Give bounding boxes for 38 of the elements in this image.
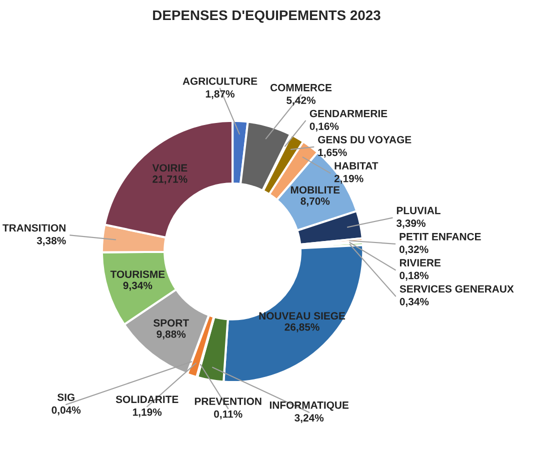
slice-label: INFORMATIQUE xyxy=(270,401,349,411)
slice-label: RIVIERE xyxy=(400,259,441,266)
slice-label: HABITAT xyxy=(334,162,378,170)
data-label: 0,32% xyxy=(399,246,428,255)
slice-label: MOBILITE xyxy=(290,186,340,194)
slice-label: PREVENTION xyxy=(194,398,262,406)
data-label: 1,87% xyxy=(206,90,235,100)
chart-title: DEPENSES D'EQUIPEMENTS 2023 xyxy=(153,10,380,23)
data-label: 0,16% xyxy=(310,122,339,132)
data-label: 0,34% xyxy=(400,298,429,307)
data-label: 1,65% xyxy=(318,148,347,158)
slice-label: SOLIDARITE xyxy=(116,396,178,404)
slice-label: GENDARMERIE xyxy=(310,110,388,118)
slice-label: VOIRIE xyxy=(152,164,188,172)
slice-label: COMMERCE xyxy=(270,84,332,92)
data-label: 26,85% xyxy=(284,323,320,332)
slice-label: PLUVIAL xyxy=(396,206,440,214)
slice-label: SERVICES GENERAUX xyxy=(400,285,514,293)
slice-label: NOUVEAU SIEGE xyxy=(259,312,346,320)
data-label: 21,71% xyxy=(152,175,188,184)
data-label: 0,11% xyxy=(214,410,242,420)
data-label: 3,24% xyxy=(294,414,324,424)
slice-label: AGRICULTURE xyxy=(182,77,258,85)
data-label: 3,39% xyxy=(396,220,426,228)
slice-label: SPORT xyxy=(153,319,189,327)
data-label: 8,70% xyxy=(300,197,330,206)
slice-label: SIG xyxy=(57,394,74,401)
slice-label: TOURISME xyxy=(110,270,165,278)
data-label: 0,18% xyxy=(400,272,429,281)
data-label: 1,19% xyxy=(132,408,162,418)
data-label: 5,42% xyxy=(286,96,316,106)
data-label: 9,88% xyxy=(156,330,186,340)
data-label: 3,38% xyxy=(36,236,66,246)
slice-label: TRANSITION xyxy=(2,224,66,232)
data-label: 0,04% xyxy=(52,406,81,416)
slice-label: GENS DU VOYAGE xyxy=(318,136,412,144)
data-label: 9,34% xyxy=(123,282,152,291)
slice-label: PETIT ENFANCE xyxy=(400,232,481,240)
